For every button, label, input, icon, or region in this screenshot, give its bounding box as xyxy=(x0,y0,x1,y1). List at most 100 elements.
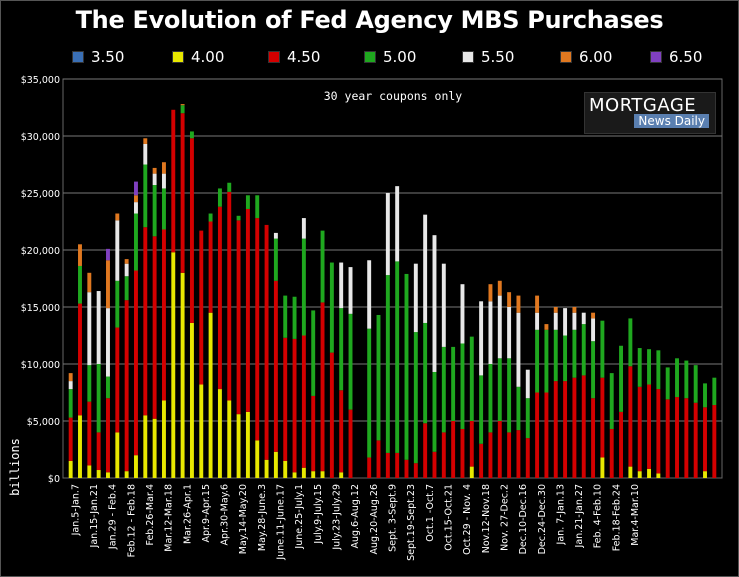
bar-segment xyxy=(329,262,334,353)
bar-segment xyxy=(460,343,465,429)
y-axis-label-text: billions xyxy=(8,438,22,496)
legend-swatch xyxy=(560,51,572,63)
bar-segment xyxy=(348,267,353,314)
bar-segment xyxy=(180,272,185,478)
bar-segment xyxy=(106,260,110,309)
bar-segment xyxy=(619,411,624,478)
bar-segment xyxy=(339,390,344,473)
bar-segment xyxy=(647,384,651,469)
x-tick-label: Nov.12-Nov.18 xyxy=(481,484,492,553)
bar-segment xyxy=(423,214,428,323)
bar-segment xyxy=(236,414,241,478)
bar-segment xyxy=(227,400,232,478)
bar-segment xyxy=(516,312,521,387)
bar-segment xyxy=(665,367,670,400)
bar-segment xyxy=(124,276,129,301)
bar-segment xyxy=(143,164,148,228)
bar-segment xyxy=(301,218,306,239)
bar-segment xyxy=(479,443,484,478)
legend-label: 6.00 xyxy=(579,48,613,66)
bar-segment xyxy=(432,451,437,478)
bar-segment xyxy=(637,348,642,387)
bar-segment xyxy=(189,131,194,139)
bar-segment xyxy=(488,301,493,364)
bar-segment xyxy=(180,105,185,114)
bar-segment xyxy=(283,460,288,478)
bar-segment xyxy=(134,195,138,203)
legend-label: 5.50 xyxy=(481,48,515,66)
bar-segment xyxy=(469,466,474,478)
bar-segment xyxy=(647,468,651,478)
bar-segment xyxy=(339,308,344,391)
bar-segment xyxy=(367,328,372,458)
bar-segment xyxy=(497,295,502,359)
bar-segment xyxy=(152,418,157,478)
bar-segment xyxy=(124,259,129,264)
bar-segment xyxy=(87,292,92,366)
y-tick-label: $30,000 xyxy=(21,132,60,143)
bar-segment xyxy=(432,235,437,372)
bar-segment xyxy=(628,318,633,367)
bar-segment xyxy=(152,185,157,237)
bar-segment xyxy=(134,455,138,478)
x-tick-label: Aug.20-Aug.26 xyxy=(369,484,380,555)
y-tick-label: $0 xyxy=(48,474,60,485)
bar-segment xyxy=(320,302,325,472)
bar-segment xyxy=(544,329,549,393)
bar-segment xyxy=(479,375,484,444)
bar-segment xyxy=(273,232,278,239)
bar-segment xyxy=(255,440,260,478)
bar-segment xyxy=(273,280,278,452)
chart-annotation: 30 year coupons only xyxy=(324,89,463,103)
bar-segment xyxy=(245,411,250,478)
bar-segment xyxy=(236,215,241,221)
legend-item: 5.00 xyxy=(364,48,416,66)
bar-segment xyxy=(460,428,465,478)
bar-segment xyxy=(600,377,605,458)
bar-segment xyxy=(693,365,698,403)
bar-segment xyxy=(451,346,456,421)
bar-segment xyxy=(637,471,642,478)
bar-segment xyxy=(581,312,586,325)
bar-segment xyxy=(171,252,176,478)
bar-segment xyxy=(124,300,129,472)
bar-segment xyxy=(413,263,418,333)
bar-segment xyxy=(301,335,306,468)
bar-segment xyxy=(301,467,306,478)
bar-segment xyxy=(273,238,278,281)
bar-segment xyxy=(152,167,157,174)
bar-segment xyxy=(180,104,185,106)
bar-segment xyxy=(591,341,596,399)
x-tick-label: Oct.1 -Oct.7 xyxy=(425,484,436,542)
legend-item: 4.50 xyxy=(268,48,320,66)
bar-segment xyxy=(292,296,297,339)
x-tick-label: Feb.18-Feb.24 xyxy=(611,484,622,551)
legend-swatch xyxy=(364,51,376,63)
bar-segment xyxy=(78,265,82,304)
bar-segment xyxy=(525,369,530,399)
bar-segment xyxy=(189,322,194,478)
legend-label: 4.00 xyxy=(191,48,225,66)
bar-segment xyxy=(199,230,204,385)
bar-segment xyxy=(283,337,288,461)
bar-segment xyxy=(535,312,540,330)
bar-segment xyxy=(115,327,120,433)
legend-swatch xyxy=(462,51,474,63)
bar-segment xyxy=(339,262,344,309)
bar-segment xyxy=(87,272,92,293)
bar-segment xyxy=(675,358,679,398)
bar-segment xyxy=(656,473,661,478)
y-tick-label: $5,000 xyxy=(27,417,60,428)
plot-area xyxy=(62,78,723,479)
bar-segment xyxy=(143,138,148,144)
bar-segment xyxy=(189,138,194,323)
bar-segment xyxy=(217,188,222,207)
bar-segment xyxy=(413,332,418,464)
bar-segment xyxy=(208,221,213,313)
bar-segment xyxy=(227,191,232,401)
mortgage-news-daily-logo: MORTGAGE News Daily xyxy=(584,92,716,134)
bar-segment xyxy=(665,399,670,478)
bar-segment xyxy=(199,384,204,478)
bar-segment xyxy=(152,173,157,186)
bar-segment xyxy=(581,375,586,478)
